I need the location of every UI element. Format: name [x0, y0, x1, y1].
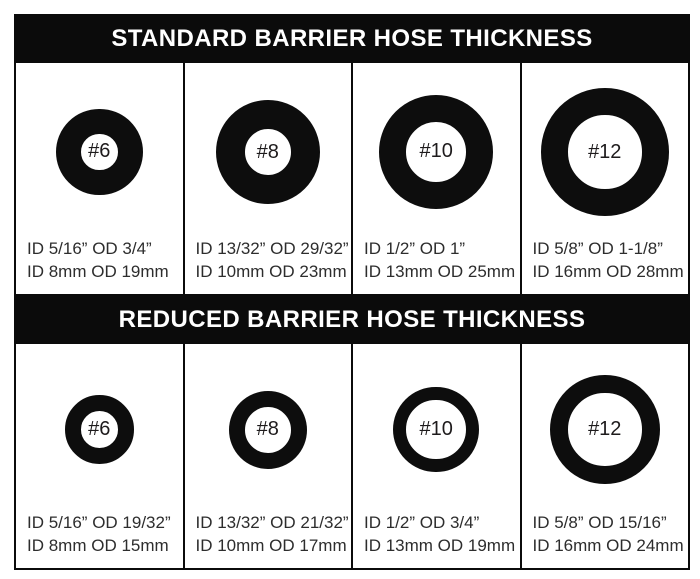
spec-metric: ID 10mm OD 23mm: [195, 262, 347, 281]
ring-area: #8: [185, 63, 352, 237]
hose-cross-section-ring: #12: [540, 88, 669, 216]
section-header-standard: STANDARD BARRIER HOSE THICKNESS: [14, 14, 690, 63]
ring-area: #6: [16, 63, 183, 237]
spec-imperial: ID 13/32” OD 29/32”: [195, 239, 349, 258]
spec-text: ID 5/8” OD 1-1/8” ID 16mm OD 28mm: [522, 237, 689, 294]
spec-imperial: ID 5/16” OD 3/4”: [27, 239, 152, 258]
hose-cross-section-ring: #8: [228, 390, 307, 469]
spec-text: ID 13/32” OD 29/32” ID 10mm OD 23mm: [185, 237, 352, 294]
spec-text: ID 5/8” OD 15/16” ID 16mm OD 24mm: [522, 511, 689, 568]
ring-area: #12: [522, 344, 689, 511]
hose-size-label: #10: [419, 417, 453, 440]
hose-cross-section-ring: #8: [215, 100, 320, 204]
spec-metric: ID 16mm OD 24mm: [532, 536, 684, 555]
hose-cross-section-ring: #12: [549, 374, 660, 485]
hose-cross-section-ring: #6: [64, 395, 134, 464]
hose-size-label: #6: [88, 140, 111, 163]
spec-metric: ID 8mm OD 19mm: [27, 262, 169, 281]
hose-cross-section-ring: #10: [393, 386, 480, 473]
spec-imperial: ID 5/8” OD 1-1/8”: [532, 239, 663, 258]
hose-cell-standard-12: #12 ID 5/8” OD 1-1/8” ID 16mm OD 28mm: [522, 63, 689, 294]
ring-area: #6: [16, 344, 183, 511]
ring-area: #12: [522, 63, 689, 237]
hose-cell-standard-6: #6 ID 5/16” OD 3/4” ID 8mm OD 19mm: [16, 63, 185, 294]
spec-imperial: ID 13/32” OD 21/32”: [195, 513, 349, 532]
hose-cell-reduced-8: #8 ID 13/32” OD 21/32” ID 10mm OD 17mm: [185, 344, 353, 568]
spec-text: ID 1/2” OD 3/4” ID 13mm OD 19mm: [353, 511, 520, 568]
hose-size-label: #10: [419, 140, 453, 163]
hose-size-label: #12: [588, 140, 622, 163]
spec-imperial: ID 5/16” OD 19/32”: [27, 513, 171, 532]
hose-cell-reduced-10: #10 ID 1/2” OD 3/4” ID 13mm OD 19mm: [353, 344, 522, 568]
section-title: STANDARD BARRIER HOSE THICKNESS: [111, 24, 593, 52]
hose-cell-reduced-6: #6 ID 5/16” OD 19/32” ID 8mm OD 15mm: [16, 344, 185, 568]
ring-area: #10: [353, 63, 520, 237]
hose-cell-standard-8: #8 ID 13/32” OD 29/32” ID 10mm OD 23mm: [185, 63, 353, 294]
spec-metric: ID 16mm OD 28mm: [532, 262, 684, 281]
ring-area: #8: [185, 344, 352, 511]
spec-imperial: ID 1/2” OD 1”: [364, 239, 466, 258]
hose-cell-standard-10: #10 ID 1/2” OD 1” ID 13mm OD 25mm: [353, 63, 522, 294]
standard-row: #6 ID 5/16” OD 3/4” ID 8mm OD 19mm #8 ID…: [14, 63, 690, 296]
spec-text: ID 1/2” OD 1” ID 13mm OD 25mm: [353, 237, 520, 294]
spec-metric: ID 10mm OD 17mm: [195, 536, 347, 555]
hose-size-label: #8: [256, 418, 279, 440]
spec-text: ID 13/32” OD 21/32” ID 10mm OD 17mm: [185, 511, 352, 568]
spec-imperial: ID 1/2” OD 3/4”: [364, 513, 480, 532]
spec-text: ID 5/16” OD 3/4” ID 8mm OD 19mm: [16, 237, 183, 294]
spec-imperial: ID 5/8” OD 15/16”: [532, 513, 667, 532]
hose-cross-section-ring: #6: [55, 108, 143, 196]
hose-size-label: #12: [588, 418, 622, 440]
spec-metric: ID 13mm OD 19mm: [364, 536, 516, 555]
hose-size-label: #8: [256, 140, 279, 163]
hose-size-label: #6: [88, 417, 111, 440]
spec-metric: ID 8mm OD 15mm: [27, 536, 169, 555]
section-title: REDUCED BARRIER HOSE THICKNESS: [118, 306, 586, 333]
hose-thickness-chart: STANDARD BARRIER HOSE THICKNESS #6 ID 5/…: [14, 14, 690, 570]
ring-area: #10: [353, 344, 520, 511]
section-header-reduced: REDUCED BARRIER HOSE THICKNESS: [14, 296, 690, 344]
hose-cross-section-ring: #10: [379, 95, 494, 209]
spec-text: ID 5/16” OD 19/32” ID 8mm OD 15mm: [16, 511, 183, 568]
spec-metric: ID 13mm OD 25mm: [364, 262, 516, 281]
reduced-row: #6 ID 5/16” OD 19/32” ID 8mm OD 15mm #8 …: [14, 344, 690, 570]
hose-cell-reduced-12: #12 ID 5/8” OD 15/16” ID 16mm OD 24mm: [522, 344, 689, 568]
